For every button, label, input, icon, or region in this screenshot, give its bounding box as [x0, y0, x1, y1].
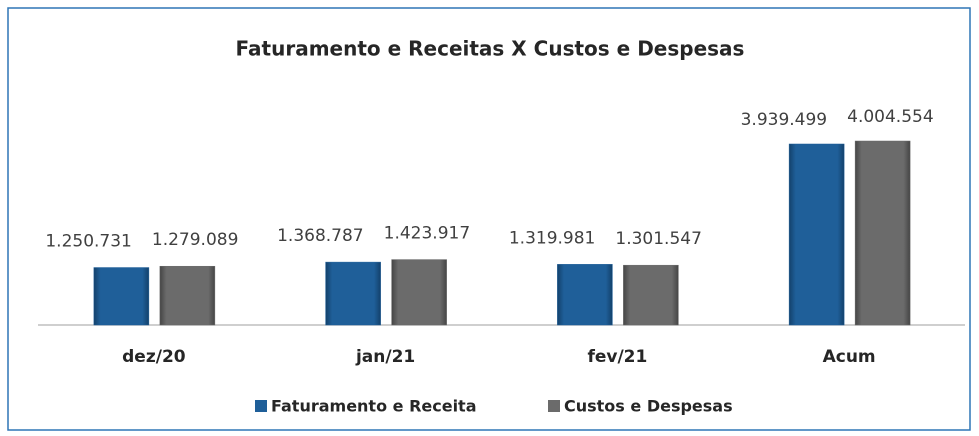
bar: [159, 265, 216, 326]
chart-title: Faturamento e Receitas X Custos e Despes…: [236, 37, 745, 61]
bar: [93, 267, 150, 326]
data-label: 4.004.554: [847, 107, 934, 127]
bar: [788, 143, 845, 326]
data-label: 1.319.981: [509, 228, 596, 248]
data-label: 3.939.499: [741, 110, 828, 130]
data-label: 1.279.089: [152, 230, 239, 250]
bar: [325, 261, 381, 326]
bar: [557, 264, 613, 326]
legend-swatch: [255, 400, 267, 412]
data-label: 1.423.917: [384, 224, 471, 244]
x-tick-label: jan/21: [355, 347, 415, 367]
data-label: 1.250.731: [45, 232, 132, 252]
legend-label: Faturamento e Receita: [271, 397, 477, 416]
x-tick-label: Acum: [823, 347, 876, 367]
data-label: 1.301.547: [615, 229, 702, 249]
bar: [854, 140, 911, 326]
x-tick-label: dez/20: [122, 347, 186, 367]
data-label: 1.368.787: [277, 226, 364, 246]
x-tick-label: fev/21: [587, 347, 647, 367]
legend-label: Custos e Despesas: [564, 397, 733, 416]
legend-swatch: [548, 400, 560, 412]
bar: [623, 264, 679, 326]
bar: [391, 259, 447, 326]
